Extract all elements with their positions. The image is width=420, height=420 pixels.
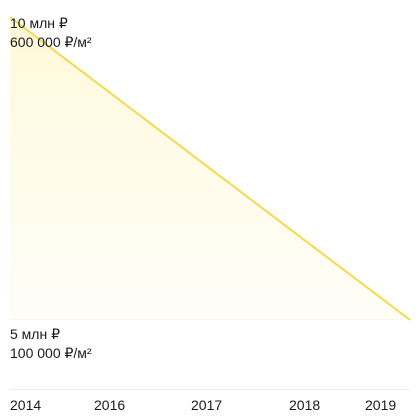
y-bottom-price-per-m2: 100 000 ₽/м² [10,345,92,361]
series-line [9,16,411,321]
y-axis-label-top: 10 млн ₽ 600 000 ₽/м² [10,14,92,52]
y-bottom-price: 5 млн ₽ [10,326,60,342]
x-tick-label: 2018 [289,397,321,413]
x-tick-label: 2017 [191,397,223,413]
y-axis-label-bottom: 5 млн ₽ 100 000 ₽/м² [10,325,92,363]
x-tick-label: 2019 [365,397,397,413]
x-tick-label: 2014 [10,397,42,413]
y-top-price-per-m2: 600 000 ₽/м² [10,34,92,50]
y-top-price: 10 млн ₽ [10,15,68,31]
x-tick-label: 2016 [94,397,126,413]
